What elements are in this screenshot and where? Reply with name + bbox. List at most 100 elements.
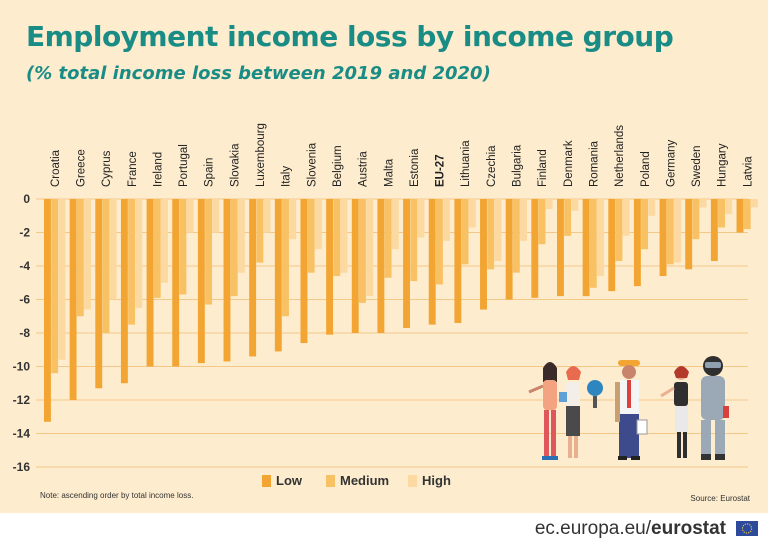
- x-category-label: Netherlands: [614, 125, 626, 187]
- legend-swatch-low: [262, 475, 271, 487]
- eurostat-link[interactable]: ec.europa.eu/eurostat: [535, 518, 726, 540]
- bar-high: [648, 199, 656, 216]
- y-tick-label: -14: [13, 427, 31, 441]
- bar-high: [725, 199, 733, 215]
- eu-flag-icon: [736, 521, 758, 536]
- x-category-label: Italy: [281, 166, 293, 187]
- bar-medium: [461, 199, 469, 265]
- x-category-label: Czechia: [486, 145, 498, 187]
- bar-medium: [102, 199, 110, 333]
- bar-medium: [410, 199, 418, 282]
- bar-high: [58, 199, 66, 360]
- x-category-label: Romania: [588, 140, 600, 187]
- bar-low: [608, 199, 616, 292]
- bar-high: [366, 199, 374, 297]
- x-category-label: Slovenia: [306, 142, 318, 187]
- bar-medium: [589, 199, 597, 288]
- x-category-label: Latvia: [742, 156, 754, 187]
- page-subtitle: (% total income loss between 2019 and 20…: [26, 63, 491, 84]
- x-category-label: Greece: [75, 149, 87, 187]
- teacher-figure: [559, 366, 603, 458]
- bar-high: [597, 199, 604, 277]
- x-category-label: France: [127, 151, 139, 187]
- bar-low: [659, 199, 667, 277]
- x-category-label: Estonia: [409, 148, 421, 187]
- bar-low: [403, 199, 410, 328]
- bar-medium: [487, 199, 495, 270]
- chart-source: Source: Eurostat: [690, 494, 750, 503]
- footer-bar: ec.europa.eu/eurostat: [0, 513, 768, 543]
- bar-low: [377, 199, 385, 333]
- x-category-label: Luxembourg: [255, 123, 267, 187]
- y-tick-label: -8: [19, 326, 30, 340]
- people-illustration: [528, 356, 729, 460]
- bar-low: [557, 199, 564, 297]
- bar-medium: [153, 199, 161, 298]
- brand-prefix: ec.europa.eu/: [534, 518, 652, 539]
- y-tick-label: -6: [19, 293, 30, 307]
- x-category-label: Sweden: [691, 145, 703, 187]
- x-category-label: Austria: [358, 151, 370, 187]
- y-tick-label: 0: [23, 192, 30, 206]
- bar-medium: [743, 199, 751, 230]
- y-tick-label: -2: [19, 226, 30, 240]
- x-category-label: Croatia: [50, 149, 62, 187]
- bar-high: [289, 199, 297, 240]
- page-title: Employment income loss by income group: [26, 20, 674, 53]
- bar-chart: 0 -2 -4 -6 -8 -10 -12 -14 -16 Croatia Greece Cyprus…: [13, 123, 758, 488]
- y-tick-label: -4: [19, 259, 30, 273]
- bar-low: [44, 199, 51, 422]
- bar-high: [622, 199, 630, 236]
- bar-low: [95, 199, 103, 389]
- bar-low: [685, 199, 693, 270]
- x-category-label: Portugal: [178, 144, 190, 187]
- x-category-label: Finland: [537, 149, 549, 187]
- bar-low: [454, 199, 462, 323]
- legend-label-low: Low: [276, 473, 303, 488]
- x-category-label: EU-27: [435, 154, 447, 187]
- bar-high: [109, 199, 117, 300]
- x-category-label: Cyprus: [101, 150, 113, 187]
- bar-medium: [435, 199, 443, 285]
- bar-medium: [615, 199, 623, 261]
- bar-high: [674, 199, 681, 263]
- bar-high: [237, 199, 245, 273]
- bar-medium: [76, 199, 84, 317]
- bar-high: [314, 199, 322, 250]
- x-category-label: Germany: [665, 139, 677, 187]
- bar-high: [571, 199, 579, 211]
- bar-high: [186, 199, 194, 233]
- bar-medium: [512, 199, 520, 273]
- bar-high: [263, 199, 271, 233]
- bar-medium: [230, 199, 238, 297]
- bar-medium: [205, 199, 212, 305]
- bar-medium: [128, 199, 136, 325]
- bar-low: [582, 199, 590, 297]
- x-category-label: Hungary: [717, 143, 729, 187]
- bar-low: [300, 199, 308, 344]
- x-category-label: Bulgaria: [512, 144, 524, 187]
- bar-high: [135, 199, 143, 308]
- x-category-label: Poland: [640, 151, 652, 187]
- bar-medium: [282, 199, 289, 317]
- bar-medium: [564, 199, 572, 236]
- engineer-figure: [615, 360, 648, 460]
- bar-low: [172, 199, 180, 367]
- bar-low: [146, 199, 154, 367]
- bar-medium: [666, 199, 674, 265]
- bar-high: [443, 199, 451, 241]
- bar-medium: [256, 199, 264, 263]
- bar-low: [505, 199, 513, 300]
- x-category-label: Malta: [383, 158, 395, 187]
- bar-low: [736, 199, 744, 233]
- bar-high: [84, 199, 91, 310]
- bar-low: [710, 199, 718, 261]
- bar-low: [480, 199, 487, 310]
- bar-medium: [538, 199, 546, 245]
- bar-high: [468, 199, 476, 228]
- bar-low: [120, 199, 128, 384]
- bar-low: [428, 199, 436, 325]
- bar-low: [531, 199, 539, 298]
- y-tick-label: -10: [13, 360, 31, 374]
- bar-high: [494, 199, 502, 261]
